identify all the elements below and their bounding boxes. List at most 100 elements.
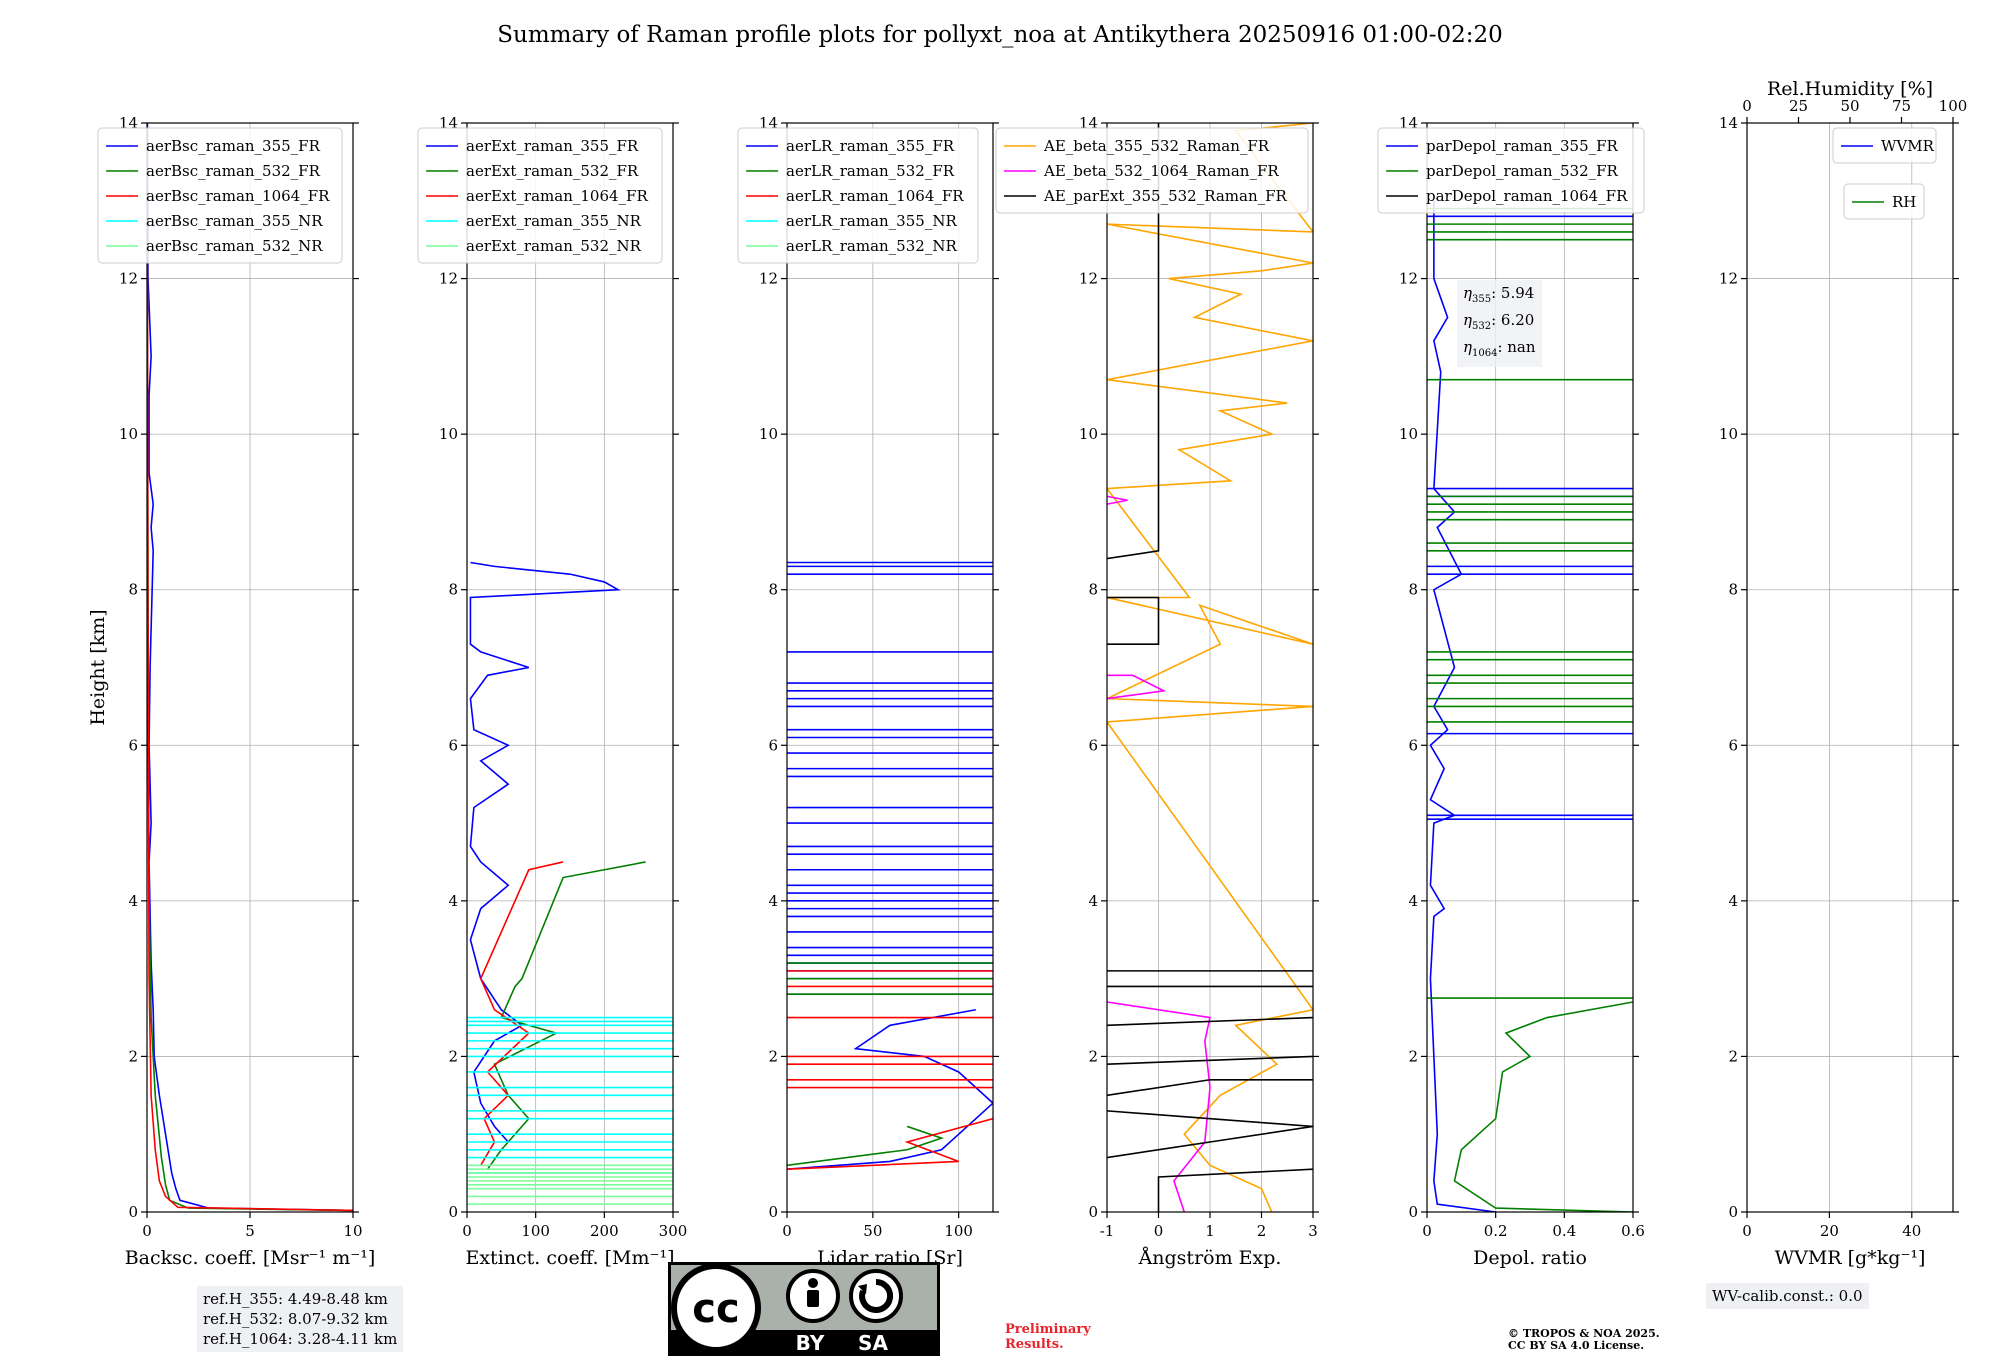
xtick-label: 5 bbox=[245, 1222, 255, 1240]
reference-height-box: ref.H_355: 4.49-8.48 km ref.H_532: 8.07-… bbox=[197, 1286, 404, 1352]
series-aerLR_raman_355_FR bbox=[787, 1008, 993, 1171]
legend-label: aerLR_raman_355_FR bbox=[786, 137, 955, 155]
eta-box: η355: 5.94 η532: 6.20 η1064: nan bbox=[1457, 280, 1542, 367]
xtick-label: 1 bbox=[1205, 1222, 1215, 1240]
refh-355: ref.H_355: 4.49-8.48 km bbox=[203, 1290, 388, 1308]
xtick-label: 2 bbox=[1257, 1222, 1267, 1240]
legend-label: WVMR bbox=[1881, 137, 1935, 155]
series-group bbox=[467, 561, 673, 1206]
legend-label: parDepol_raman_532_FR bbox=[1426, 162, 1619, 180]
ytick-label: 0 bbox=[1088, 1203, 1098, 1221]
series-AE_parExt_355_532_Raman_FR-segment bbox=[1107, 596, 1160, 645]
axes-frame bbox=[1426, 122, 1634, 1213]
ytick-label: 2 bbox=[128, 1047, 138, 1065]
x-axis-label: WVMR [g*kg⁻¹] bbox=[1775, 1247, 1926, 1269]
ytick-label: 4 bbox=[1728, 892, 1738, 910]
ytick-label: 8 bbox=[768, 581, 778, 599]
prelim-line-1: Preliminary bbox=[1005, 1322, 1091, 1337]
x-axis-label: Depol. ratio bbox=[1473, 1247, 1587, 1269]
xtick-label: 20 bbox=[1820, 1222, 1839, 1240]
legend-box bbox=[995, 127, 1309, 214]
ytick-label: 0 bbox=[448, 1203, 458, 1221]
legend-box bbox=[417, 127, 663, 264]
cc-text: cc bbox=[692, 1286, 739, 1332]
series-AE_parExt_355_532_Raman_FR bbox=[1157, 1168, 1313, 1212]
xtick-label: 100 bbox=[521, 1222, 550, 1240]
xtick-label: 50 bbox=[863, 1222, 882, 1240]
xtick-label: 200 bbox=[590, 1222, 619, 1240]
series-aerBsc_raman_1064_FR bbox=[147, 123, 353, 1212]
prelim-line-2: Results. bbox=[1005, 1337, 1064, 1352]
legend-label: aerLR_raman_1064_FR bbox=[786, 187, 964, 205]
legend-label: aerExt_raman_1064_FR bbox=[466, 187, 648, 205]
xtick-label: 0 bbox=[1742, 1222, 1752, 1240]
legend: RH bbox=[1843, 183, 1925, 220]
xtick-label: 0 bbox=[782, 1222, 792, 1240]
x2tick-label: 50 bbox=[1840, 97, 1859, 115]
legend-box bbox=[97, 127, 343, 264]
legend: aerLR_raman_355_FR aerLR_raman_532_FR aerL… bbox=[737, 127, 979, 264]
legend-label: aerLR_raman_355_NR bbox=[786, 212, 957, 230]
x-axis-label: Extinct. coeff. [Mm⁻¹] bbox=[465, 1247, 674, 1269]
ytick-label: 0 bbox=[128, 1203, 138, 1221]
legend-label: parDepol_raman_355_FR bbox=[1426, 137, 1619, 155]
ytick-label: 2 bbox=[448, 1047, 458, 1065]
x2-axis-label: Rel.Humidity [%] bbox=[1767, 78, 1933, 100]
ytick-label: 8 bbox=[128, 581, 138, 599]
series-aerExt_raman_355_FR bbox=[469, 561, 621, 1143]
x2tick-label: 100 bbox=[1939, 97, 1968, 115]
axes-frame bbox=[1746, 122, 1954, 1213]
ytick-label: 2 bbox=[1408, 1047, 1418, 1065]
legend-label: aerExt_raman_532_FR bbox=[466, 162, 639, 180]
refh-532: ref.H_532: 8.07-9.32 km bbox=[203, 1310, 388, 1328]
x2tick-label: 25 bbox=[1789, 97, 1808, 115]
ytick-label: 8 bbox=[1728, 581, 1738, 599]
sa-text: SA bbox=[858, 1331, 888, 1355]
legend-label: aerLR_raman_532_NR bbox=[786, 237, 957, 255]
ytick-label: 6 bbox=[448, 736, 458, 754]
xtick-label: 100 bbox=[944, 1222, 973, 1240]
series-AE_beta_532_1064_Raman_FR bbox=[1107, 1001, 1211, 1212]
ytick-label: 10 bbox=[1719, 425, 1738, 443]
xtick-label: 300 bbox=[659, 1222, 688, 1240]
cc-by-sa-logo: cc BY SA bbox=[668, 1262, 940, 1356]
ytick-label: 2 bbox=[1728, 1047, 1738, 1065]
wv-calib-box: WV-calib.const.: 0.0 bbox=[1706, 1283, 1869, 1309]
series-AE_beta_532_1064_Raman_FR-segment bbox=[1107, 495, 1128, 505]
xtick-label: 0.2 bbox=[1484, 1222, 1508, 1240]
ytick-label: 6 bbox=[1088, 736, 1098, 754]
ytick-label: 12 bbox=[119, 270, 138, 288]
ytick-label: 12 bbox=[1399, 270, 1418, 288]
cc-icon bbox=[671, 1263, 761, 1353]
ytick-label: 12 bbox=[1719, 270, 1738, 288]
series-parDepol_raman_532_FR bbox=[1453, 1001, 1633, 1212]
ytick-label: 0 bbox=[768, 1203, 778, 1221]
xtick-label: -1 bbox=[1100, 1222, 1115, 1240]
ytick-label: 2 bbox=[768, 1047, 778, 1065]
copyright-line-2: CC BY SA 4.0 License. bbox=[1508, 1339, 1645, 1352]
by-text: BY bbox=[796, 1331, 825, 1355]
ytick-label: 12 bbox=[439, 270, 458, 288]
xtick-label: 0.6 bbox=[1621, 1222, 1645, 1240]
x2tick-label: 75 bbox=[1892, 97, 1911, 115]
ytick-label: 4 bbox=[1088, 892, 1098, 910]
xtick-label: 40 bbox=[1902, 1222, 1921, 1240]
series-AE_parExt_355_532_Raman_FR-segment bbox=[1107, 1110, 1313, 1128]
legend-box bbox=[1832, 127, 1937, 164]
series-AE_parExt_355_532_Raman_FR-segment bbox=[1107, 1078, 1313, 1097]
ytick-label: 4 bbox=[1408, 892, 1418, 910]
xtick-label: 0.4 bbox=[1552, 1222, 1576, 1240]
series-group bbox=[1107, 123, 1313, 1212]
series-aerBsc_raman_355_FR bbox=[147, 123, 353, 1212]
x2tick-label: 0 bbox=[1742, 97, 1752, 115]
legend-label: aerExt_raman_355_FR bbox=[466, 137, 639, 155]
legend-label: aerExt_raman_532_NR bbox=[466, 237, 642, 255]
ytick-label: 10 bbox=[759, 425, 778, 443]
series-AE_beta_355_532_Raman_FR bbox=[1107, 123, 1313, 1212]
legend-label: aerExt_raman_355_NR bbox=[466, 212, 642, 230]
series-AE_beta_532_1064_Raman_FR-segment bbox=[1107, 674, 1167, 700]
ytick-label: 10 bbox=[1079, 425, 1098, 443]
series-group bbox=[1427, 200, 1633, 1212]
